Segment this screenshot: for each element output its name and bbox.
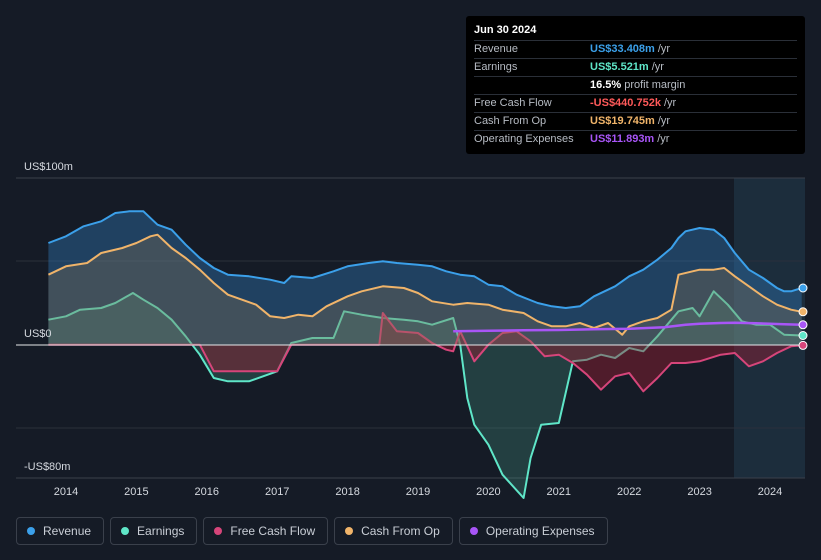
tooltip-unit: /yr: [663, 97, 677, 109]
x-tick-label: 2021: [547, 486, 571, 498]
legend-dot-icon: [345, 527, 354, 535]
x-tick-label: 2023: [687, 486, 711, 498]
legend-label: Earnings: [137, 524, 185, 538]
tooltip-unit: /yr: [651, 61, 664, 73]
legend-item-operating-expenses[interactable]: Operating Expenses: [458, 517, 608, 545]
tooltip-label: Earnings: [474, 61, 518, 73]
legend-item-cash-from-op[interactable]: Cash From Op: [334, 517, 453, 545]
legend-item-revenue[interactable]: Revenue: [16, 517, 105, 545]
legend-dot-icon: [27, 527, 35, 535]
x-tick-label: 2014: [54, 486, 78, 498]
tooltip-value: 16.5%: [590, 79, 622, 91]
free-cash-flow-line: [48, 312, 802, 393]
tooltip-value: US$33.408m: [590, 43, 655, 55]
cash-from-op-end-dot: [798, 307, 808, 317]
tooltip-label: Free Cash Flow: [474, 97, 552, 109]
tooltip-row-earnings: Earnings US$5.521m /yr: [474, 59, 797, 77]
tooltip-row-profit-margin: 16.5% profit margin: [474, 77, 797, 95]
legend: Revenue Earnings Free Cash Flow Cash Fro…: [16, 517, 608, 545]
endpoint-dots: [798, 283, 808, 350]
operating-expenses-end-dot: [798, 320, 808, 330]
legend-item-free-cash-flow[interactable]: Free Cash Flow: [203, 517, 329, 545]
revenue-end-dot: [798, 283, 808, 293]
tooltip-unit: /yr: [657, 133, 670, 145]
tooltip-label: Operating Expenses: [474, 133, 574, 145]
tooltip-label: Cash From Op: [474, 115, 547, 127]
y-tick-bottom: -US$80m: [24, 461, 70, 473]
tooltip-value: -US$440.752k: [590, 97, 661, 109]
tooltip-row-revenue: Revenue US$33.408m /yr: [474, 41, 797, 59]
tooltip-unit: profit margin: [624, 79, 686, 91]
x-tick-label: 2019: [406, 486, 430, 498]
tooltip-row-free-cash-flow: Free Cash Flow -US$440.752k /yr: [474, 95, 797, 113]
legend-dot-icon: [469, 527, 478, 535]
tooltip-date: Jun 30 2024: [474, 24, 797, 41]
cash-from-op-area: [48, 234, 802, 345]
tooltip: Jun 30 2024 Revenue US$33.408m /yr Earni…: [466, 16, 805, 154]
x-tick-label: 2024: [758, 486, 782, 498]
x-tick-label: 2022: [617, 486, 641, 498]
earnings-end-dot: [798, 331, 808, 340]
x-tick-label: 2018: [335, 486, 359, 498]
tooltip-row-cash-from-op: Cash From Op US$19.745m /yr: [474, 113, 797, 131]
legend-label: Free Cash Flow: [230, 524, 316, 538]
tooltip-value: US$19.745m: [590, 115, 655, 127]
legend-dot-icon: [214, 527, 223, 535]
legend-item-earnings[interactable]: Earnings: [110, 517, 198, 545]
free-cash-flow-end-dot: [798, 340, 808, 350]
series-layer: [47, 210, 802, 499]
x-tick-label: 2015: [124, 486, 148, 498]
legend-label: Cash From Op: [361, 524, 440, 538]
cash-from-op-line: [47, 233, 802, 336]
x-axis-ticks: 2014 2015 2016 2017 2018 2019 2020 2021 2022 2023…: [54, 486, 782, 498]
y-tick-top: US$100m: [24, 161, 73, 173]
earnings-area: [48, 291, 802, 498]
tooltip-unit: /yr: [657, 115, 671, 127]
revenue-area: [48, 211, 802, 345]
tooltip-row-operating-expenses: Operating Expenses US$11.893m /yr: [474, 131, 797, 148]
tooltip-label: [474, 77, 590, 94]
free-cash-flow-area: [48, 313, 802, 392]
tooltip-unit: /yr: [657, 43, 671, 55]
x-tick-label: 2016: [195, 486, 219, 498]
operating-expenses-line: [453, 321, 802, 333]
legend-label: Operating Expenses: [485, 524, 595, 538]
y-tick-zero: US$0: [24, 328, 52, 340]
legend-dot-icon: [121, 527, 130, 535]
revenue-line: [48, 210, 802, 309]
tooltip-value: US$5.521m: [590, 61, 649, 73]
legend-label: Revenue: [43, 524, 92, 538]
x-tick-label: 2017: [265, 486, 289, 498]
tooltip-label: Revenue: [474, 43, 519, 55]
tooltip-value: US$11.893m: [590, 133, 655, 145]
x-tick-label: 2020: [476, 486, 500, 498]
